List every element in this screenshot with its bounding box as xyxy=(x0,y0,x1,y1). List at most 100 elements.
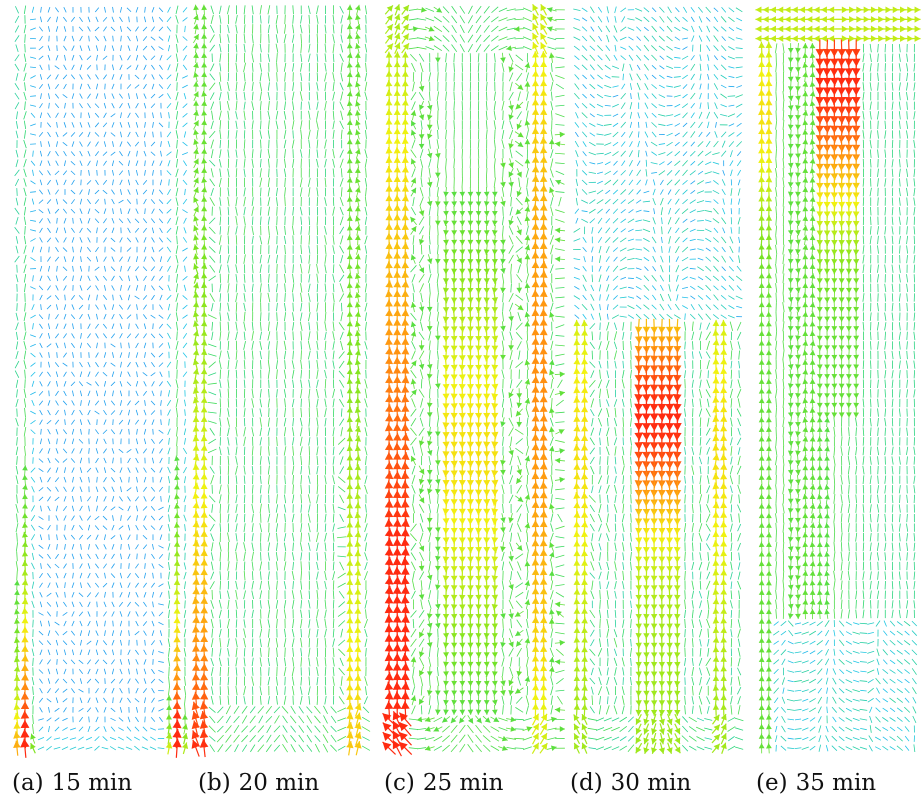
vector-arrow xyxy=(77,746,85,750)
vector-arrow xyxy=(128,563,130,569)
vector-arrow xyxy=(251,551,254,562)
vector-arrow xyxy=(508,254,514,264)
vector-arrow xyxy=(152,543,154,550)
vector-arrow xyxy=(63,313,67,320)
vector-arrow xyxy=(243,513,246,523)
vector-arrow xyxy=(167,428,171,436)
vector-arrow xyxy=(120,639,122,646)
vector-arrow xyxy=(134,745,140,751)
vector-arrow xyxy=(485,101,488,111)
vector-arrow xyxy=(284,177,286,188)
vector-arrowhead xyxy=(410,216,416,223)
vector-arrow xyxy=(332,398,335,408)
vector-arrowhead xyxy=(442,297,450,304)
vector-arrowhead xyxy=(14,618,20,624)
vector-arrow xyxy=(175,187,179,197)
vector-arrow xyxy=(428,245,431,255)
vector-arrowhead xyxy=(402,43,410,50)
vector-arrowhead xyxy=(401,80,409,87)
vector-arrow xyxy=(55,112,59,118)
vector-arrowhead xyxy=(181,742,189,749)
vector-arrowhead xyxy=(20,719,30,729)
vector-arrow xyxy=(71,179,75,186)
vector-arrowhead xyxy=(200,653,209,662)
vector-arrowhead xyxy=(401,213,409,221)
vector-arrow xyxy=(219,197,222,206)
vector-arrowhead xyxy=(475,211,482,217)
vector-arrow xyxy=(235,599,238,609)
vector-arrowhead xyxy=(554,227,561,234)
vector-arrow xyxy=(55,26,59,32)
vector-arrowhead xyxy=(200,568,208,576)
vector-arrow xyxy=(175,130,179,139)
vector-arrow xyxy=(227,437,230,446)
vector-arrowhead xyxy=(201,157,208,164)
vector-arrow xyxy=(235,264,238,274)
vector-arrowhead xyxy=(500,239,506,246)
vector-arrow xyxy=(555,152,565,155)
vector-arrow xyxy=(15,379,19,388)
vector-arrowhead xyxy=(442,326,450,333)
vector-arrow xyxy=(555,315,565,318)
vector-arrow xyxy=(166,246,172,253)
vector-arrow xyxy=(283,542,287,552)
vector-arrowhead xyxy=(443,230,449,236)
vector-arrow xyxy=(141,746,149,750)
vector-arrowhead xyxy=(346,454,353,461)
vector-arrow xyxy=(300,455,303,466)
vector-arrowhead xyxy=(20,692,30,700)
vector-arrow xyxy=(243,158,246,168)
vector-arrow xyxy=(442,44,450,52)
vector-arrow xyxy=(168,112,170,119)
vector-arrow xyxy=(16,532,18,542)
vector-arrow xyxy=(338,590,345,599)
vector-arrow xyxy=(118,199,124,204)
vector-arrowhead xyxy=(506,45,512,51)
vector-arrow xyxy=(144,639,146,646)
vector-arrowhead xyxy=(21,588,29,595)
vector-arrow xyxy=(96,227,98,234)
vector-arrowhead xyxy=(201,291,208,298)
vector-arrow xyxy=(103,457,107,464)
vector-arrow xyxy=(251,101,255,111)
vector-arrow xyxy=(95,141,99,147)
vector-arrow xyxy=(219,331,222,341)
vector-arrow xyxy=(316,216,319,226)
vector-arrowhead xyxy=(385,146,393,154)
vector-arrowhead xyxy=(467,249,474,255)
vector-arrow xyxy=(259,149,262,158)
vector-arrowhead xyxy=(354,454,362,461)
vector-arrow xyxy=(111,582,115,588)
vector-arrow xyxy=(62,429,68,435)
vector-arrow xyxy=(112,6,114,13)
vector-arrow xyxy=(451,5,458,14)
vector-arrowhead xyxy=(201,205,208,212)
vector-arrow xyxy=(243,379,246,388)
vector-arrow xyxy=(182,17,188,22)
vector-arrow xyxy=(135,659,139,665)
vector-arrow xyxy=(251,398,255,408)
vector-arrowhead xyxy=(354,311,361,318)
vector-arrow xyxy=(267,72,271,82)
vector-arrow xyxy=(127,131,131,138)
vector-arrowhead xyxy=(394,4,401,11)
vector-arrowhead xyxy=(540,117,548,125)
vector-arrow xyxy=(227,283,230,293)
vector-arrow xyxy=(219,503,222,514)
vector-arrow xyxy=(425,7,435,12)
vector-arrowhead xyxy=(173,673,181,681)
vector-arrow xyxy=(340,676,343,686)
vector-arrowhead xyxy=(193,177,199,184)
vector-arrow xyxy=(151,688,155,694)
vector-arrow xyxy=(72,217,74,224)
vector-arrow xyxy=(340,34,343,43)
vector-arrow xyxy=(338,601,346,608)
vector-arrow xyxy=(260,187,262,197)
vector-arrow xyxy=(243,62,247,73)
vector-arrow xyxy=(227,168,230,178)
vector-arrowhead xyxy=(459,191,466,197)
vector-arrow xyxy=(96,496,98,502)
vector-arrow xyxy=(167,160,171,167)
vector-arrow xyxy=(79,246,83,253)
vector-arrow xyxy=(95,275,99,281)
